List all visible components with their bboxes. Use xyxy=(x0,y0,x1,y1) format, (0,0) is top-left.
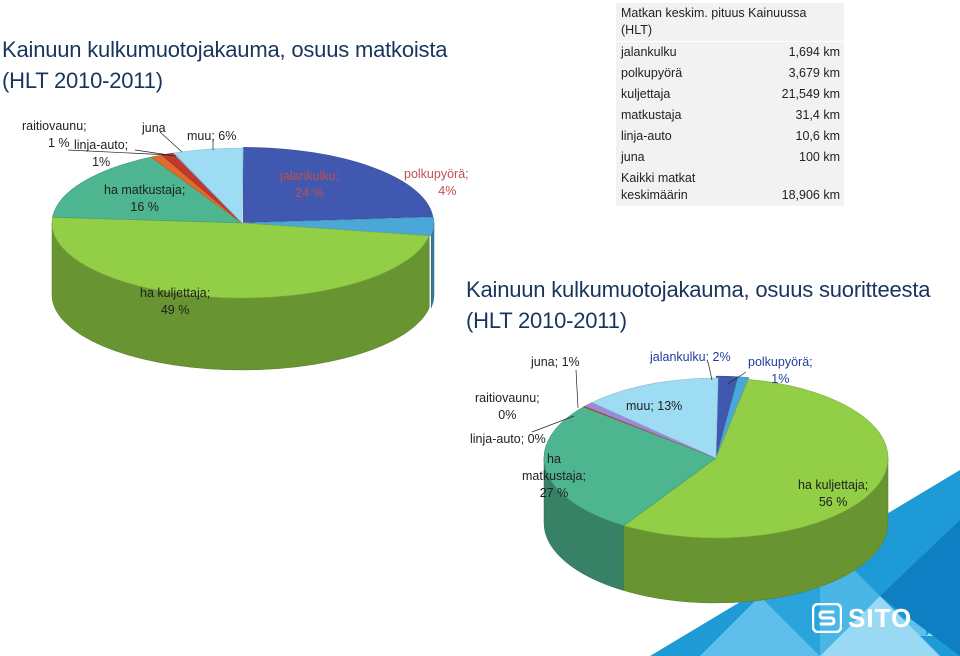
table-cell-label: jalankulku xyxy=(621,45,677,59)
leader-line-linja-auto xyxy=(531,415,575,433)
pie-chart-trips xyxy=(51,147,435,371)
table-cell-label: linja-auto xyxy=(621,129,672,143)
sito-s-logo-icon xyxy=(812,603,842,633)
pie1-label-muu: muu; 6% xyxy=(187,129,237,143)
pie-slice-ha-kuljettaja xyxy=(623,379,889,539)
sito-logo: SITO xyxy=(812,600,932,636)
leader-line-polkupyora xyxy=(727,371,747,385)
table-row: polkupyörä 3,679 km xyxy=(616,63,844,84)
table-cell-value: 31,4 km xyxy=(795,108,840,122)
pie-slice-jalankulku xyxy=(243,147,434,223)
pie2-label-linja-auto: linja-auto; 0% xyxy=(470,432,546,446)
table-cell-value: 18,906 km xyxy=(781,188,840,202)
pie2-label-muu: muu; 13% xyxy=(626,399,683,413)
table-row: juna 100 km xyxy=(616,147,844,168)
pie2-label-raitiovaunu: raitiovaunu; 0% xyxy=(475,391,540,422)
table-row: matkustaja 31,4 km xyxy=(616,105,844,126)
table-row: kuljettaja 21,549 km xyxy=(616,84,844,105)
pie1-label-raitiovaunu: raitiovaunu; 1 % xyxy=(22,119,87,150)
leader-line-raitiovaunu xyxy=(67,149,171,156)
pie2-label-matkustaja: ha matkustaja; 27 % xyxy=(522,452,586,500)
leader-line-juna xyxy=(159,131,183,153)
table-row: jalankulku 1,694 km xyxy=(616,42,844,64)
brand-name: SITO xyxy=(848,602,913,633)
pie1-label-jalankulku: jalankulku; 24 % xyxy=(280,169,340,200)
pie-side-polkupyora xyxy=(430,223,435,308)
table-cell-value: 100 km xyxy=(799,150,840,164)
leader-line-juna xyxy=(575,369,579,409)
pie-slice-polkupyora xyxy=(243,216,435,237)
table-row: Kaikki matkat keskimäärin 18,906 km xyxy=(616,168,844,206)
pie1-label-kuljettaja: ha kuljettaja; 49 % xyxy=(140,286,211,317)
pie1-label-matkustaja: ha matkustaja; 16 % xyxy=(104,183,186,214)
table-cell-label: polkupyörä xyxy=(621,66,683,80)
pie2-label-polkupyora: polkupyörä; 1% xyxy=(748,355,813,386)
pie2-label-juna: juna; 1% xyxy=(531,355,580,369)
table-row: linja-auto 10,6 km xyxy=(616,126,844,147)
corner-triangle xyxy=(820,596,940,656)
table-cell-value: 1,694 km xyxy=(788,45,840,59)
table-cell-value: 3,679 km xyxy=(788,66,840,80)
pie1-label-polkupyora: polkupyörä; 4% xyxy=(404,167,469,198)
corner-triangle xyxy=(880,520,960,656)
leader-line-linja-auto xyxy=(134,149,177,157)
pie-slice-muu xyxy=(173,147,244,224)
corner-triangle xyxy=(700,596,820,656)
pie-slice-ha-matkustaja xyxy=(52,156,243,224)
pie-slice-jalankulku xyxy=(715,375,739,457)
average-trip-length-table: Matkan keskim. pituus Kainuussa (HLT) ja… xyxy=(616,3,844,206)
pie-slice-muu xyxy=(591,377,719,459)
table-cell-label: Kaikki matkat keskimäärin xyxy=(621,171,696,202)
chart-title-trips: Kainuun kulkumuotojakauma, osuus matkois… xyxy=(2,37,448,93)
table-cell-value: 10,6 km xyxy=(795,129,840,143)
pie1-label-juna: juna xyxy=(142,121,166,135)
pie2-label-kuljettaja: ha kuljettaja; 56 % xyxy=(798,478,869,509)
table-title: Matkan keskim. pituus Kainuussa (HLT) xyxy=(616,3,844,42)
leader-line-jalankulku xyxy=(707,361,713,381)
pie-slice-ha-matkustaja xyxy=(543,406,717,526)
table-cell-value: 21,549 km xyxy=(781,87,840,101)
pie-slice-ha-kuljettaja xyxy=(51,216,430,299)
table-header-row: Matkan keskim. pituus Kainuussa (HLT) xyxy=(616,3,844,42)
pie2-label-jalankulku: jalankulku; 2% xyxy=(650,350,731,364)
table-cell-label: matkustaja xyxy=(621,108,682,122)
label-leader-lines xyxy=(67,131,747,433)
table-cell-label: juna xyxy=(621,150,645,164)
table-cell-label: kuljettaja xyxy=(621,87,671,101)
pie-chart-distance xyxy=(543,375,889,604)
pie1-label-linja-auto: linja-auto; 1% xyxy=(74,138,129,169)
chart-title-distance: Kainuun kulkumuotojakauma, osuus suoritt… xyxy=(466,277,931,333)
